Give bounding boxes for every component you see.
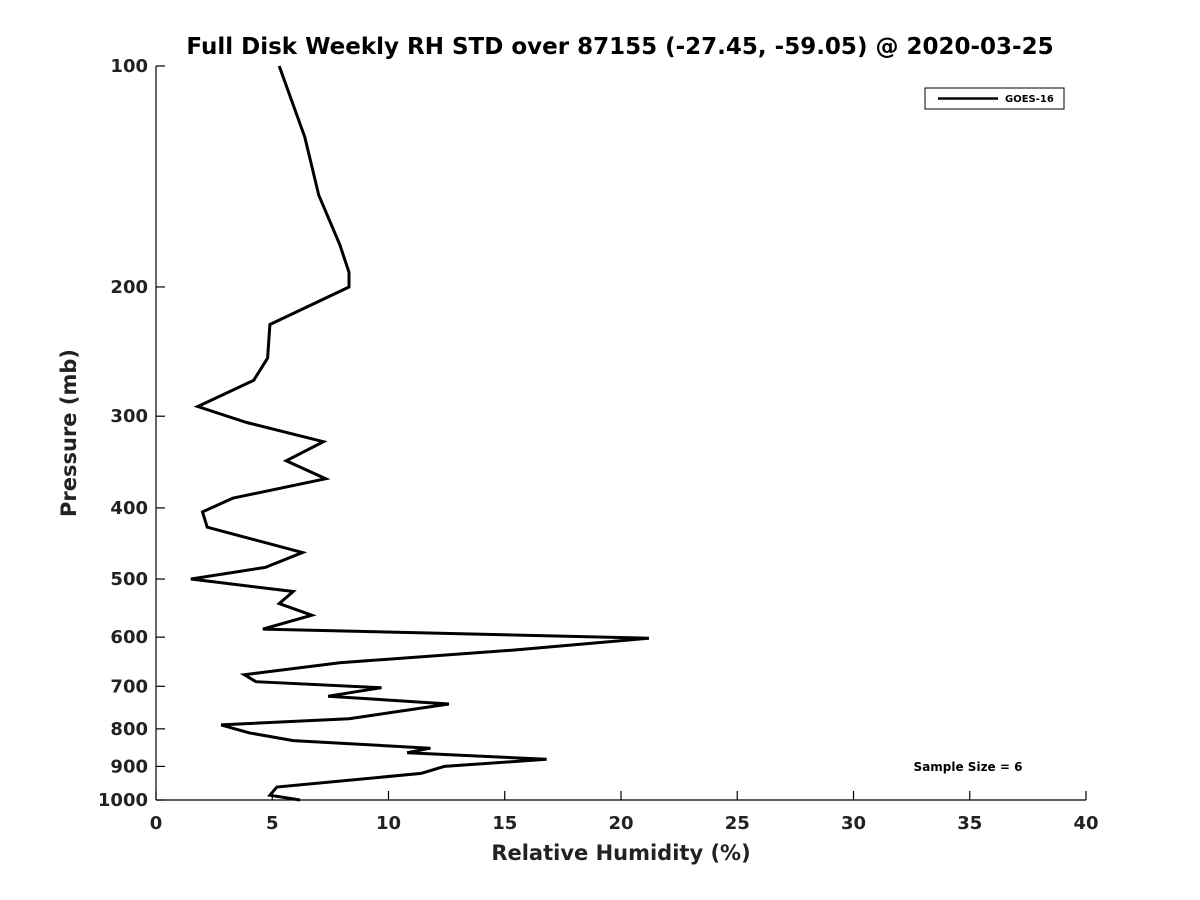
x-ticks: 0 5 10 15 20 25 30 35 40 (150, 791, 1099, 834)
y-tick-label: 100 (110, 56, 148, 77)
y-tick-label: 700 (110, 676, 148, 697)
y-ticks: 100 200 300 400 500 600 700 800 900 1000 (98, 56, 165, 811)
x-tick-label: 5 (266, 813, 279, 834)
y-tick-label: 600 (110, 627, 148, 648)
x-tick-label: 10 (376, 813, 401, 834)
y-axis-title: Pressure (mb) (57, 349, 81, 517)
x-tick-label: 30 (841, 813, 866, 834)
legend: GOES-16 (924, 87, 1065, 110)
y-tick-label: 800 (110, 719, 148, 740)
chart-title: Full Disk Weekly RH STD over 87155 (-27.… (186, 34, 1053, 60)
sample-size-annotation: Sample Size = 6 (914, 760, 1023, 774)
legend-label: GOES-16 (1005, 94, 1054, 105)
y-tick-label: 400 (110, 498, 148, 519)
x-axis-title: Relative Humidity (%) (491, 841, 750, 865)
y-tick-label: 900 (110, 756, 148, 777)
x-tick-label: 0 (150, 813, 163, 834)
series-line-goes-16 (190, 65, 650, 802)
y-tick-label: 200 (110, 277, 148, 298)
y-tick-label: 1000 (98, 790, 148, 811)
x-tick-label: 20 (608, 813, 633, 834)
y-tick-label: 300 (110, 406, 148, 427)
y-tick-label: 500 (110, 569, 148, 590)
x-tick-label: 35 (957, 813, 982, 834)
x-tick-label: 40 (1073, 813, 1098, 834)
plot-area (190, 65, 650, 802)
x-tick-label: 25 (725, 813, 750, 834)
x-tick-label: 15 (492, 813, 517, 834)
